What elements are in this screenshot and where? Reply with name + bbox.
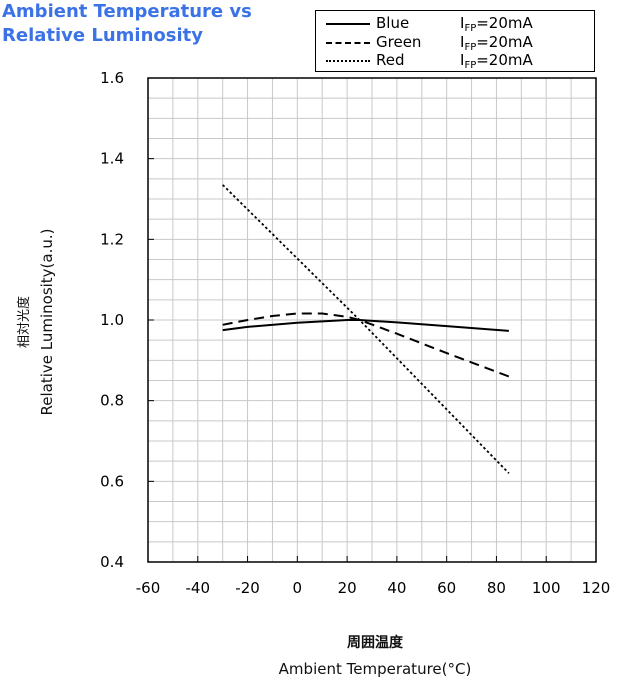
x-tick-label: 40 xyxy=(387,579,406,597)
x-axis-label-cjk: 周囲温度 xyxy=(347,635,403,651)
chart-title-line-2: Relative Luminosity xyxy=(2,25,203,46)
y-axis-label-cjk: 相対光度 xyxy=(17,295,32,349)
x-tick-label: -20 xyxy=(235,579,260,597)
series-line-green xyxy=(222,312,510,378)
legend-condition: IFP=20mA xyxy=(460,33,533,57)
legend-condition-prefix: I xyxy=(460,14,465,32)
legend-condition-sub: FP xyxy=(464,42,477,53)
legend-condition-suffix: =20mA xyxy=(476,33,533,51)
legend-condition-sub: FP xyxy=(464,23,477,34)
series-group xyxy=(222,184,510,474)
y-tick-label: 1.6 xyxy=(100,69,124,87)
y-tick-label: 1.4 xyxy=(100,150,124,168)
legend-item-green: Green IFP=20mA xyxy=(316,33,594,53)
y-tick-label: 0.8 xyxy=(100,392,124,410)
legend-condition-prefix: I xyxy=(460,51,465,69)
y-tick-label: 0.4 xyxy=(100,553,124,571)
x-tick-label: 0 xyxy=(293,579,303,597)
y-axis-label: 相対光度 Relative Luminosity(a.u.) xyxy=(0,0,60,684)
legend-condition-suffix: =20mA xyxy=(476,14,533,32)
chart-title: Ambient Temperature vs Relative Luminosi… xyxy=(2,0,302,48)
x-axis-label: 周囲温度 Ambient Temperature(°C) xyxy=(200,630,550,682)
x-axis-label-en: Ambient Temperature(°C) xyxy=(278,660,472,678)
legend-swatch-dotted xyxy=(326,60,370,62)
series-line-blue xyxy=(222,319,509,332)
legend-item-red: Red IFP=20mA xyxy=(316,51,594,71)
legend-condition-prefix: I xyxy=(460,33,465,51)
x-tick-label: 120 xyxy=(582,579,611,597)
x-tick-label: 80 xyxy=(487,579,506,597)
y-axis-ticks: 0.4 0.6 0.8 1.0 1.2 1.4 1.6 xyxy=(100,69,154,571)
y-tick-label: 1.0 xyxy=(100,311,124,329)
x-tick-label: 60 xyxy=(437,579,456,597)
legend-swatch-dashed xyxy=(326,42,370,44)
legend-label: Blue xyxy=(376,14,410,32)
y-tick-label: 1.2 xyxy=(100,230,124,248)
y-tick-label: 0.6 xyxy=(100,472,124,490)
legend-condition-suffix: =20mA xyxy=(476,51,533,69)
legend-condition-sub: FP xyxy=(464,60,477,71)
x-tick-label: -40 xyxy=(186,579,211,597)
x-tick-label: 20 xyxy=(338,579,357,597)
x-tick-label: 100 xyxy=(532,579,561,597)
legend-condition: IFP=20mA xyxy=(460,14,533,38)
x-axis-ticks: -60 -40 -20 0 20 40 60 80 100 120 xyxy=(136,556,611,597)
y-axis-label-en: Relative Luminosity(a.u.) xyxy=(38,228,56,416)
legend-label: Red xyxy=(376,51,405,69)
chart-title-line-1: Ambient Temperature vs xyxy=(2,1,252,22)
legend-label: Green xyxy=(376,33,422,51)
legend: Blue IFP=20mA Green IFP=20mA Red IFP=20m… xyxy=(315,10,595,72)
x-tick-label: -60 xyxy=(136,579,161,597)
series-line-red xyxy=(222,184,510,474)
legend-condition: IFP=20mA xyxy=(460,51,533,75)
legend-item-blue: Blue IFP=20mA xyxy=(316,14,594,34)
legend-swatch-solid xyxy=(326,23,370,25)
